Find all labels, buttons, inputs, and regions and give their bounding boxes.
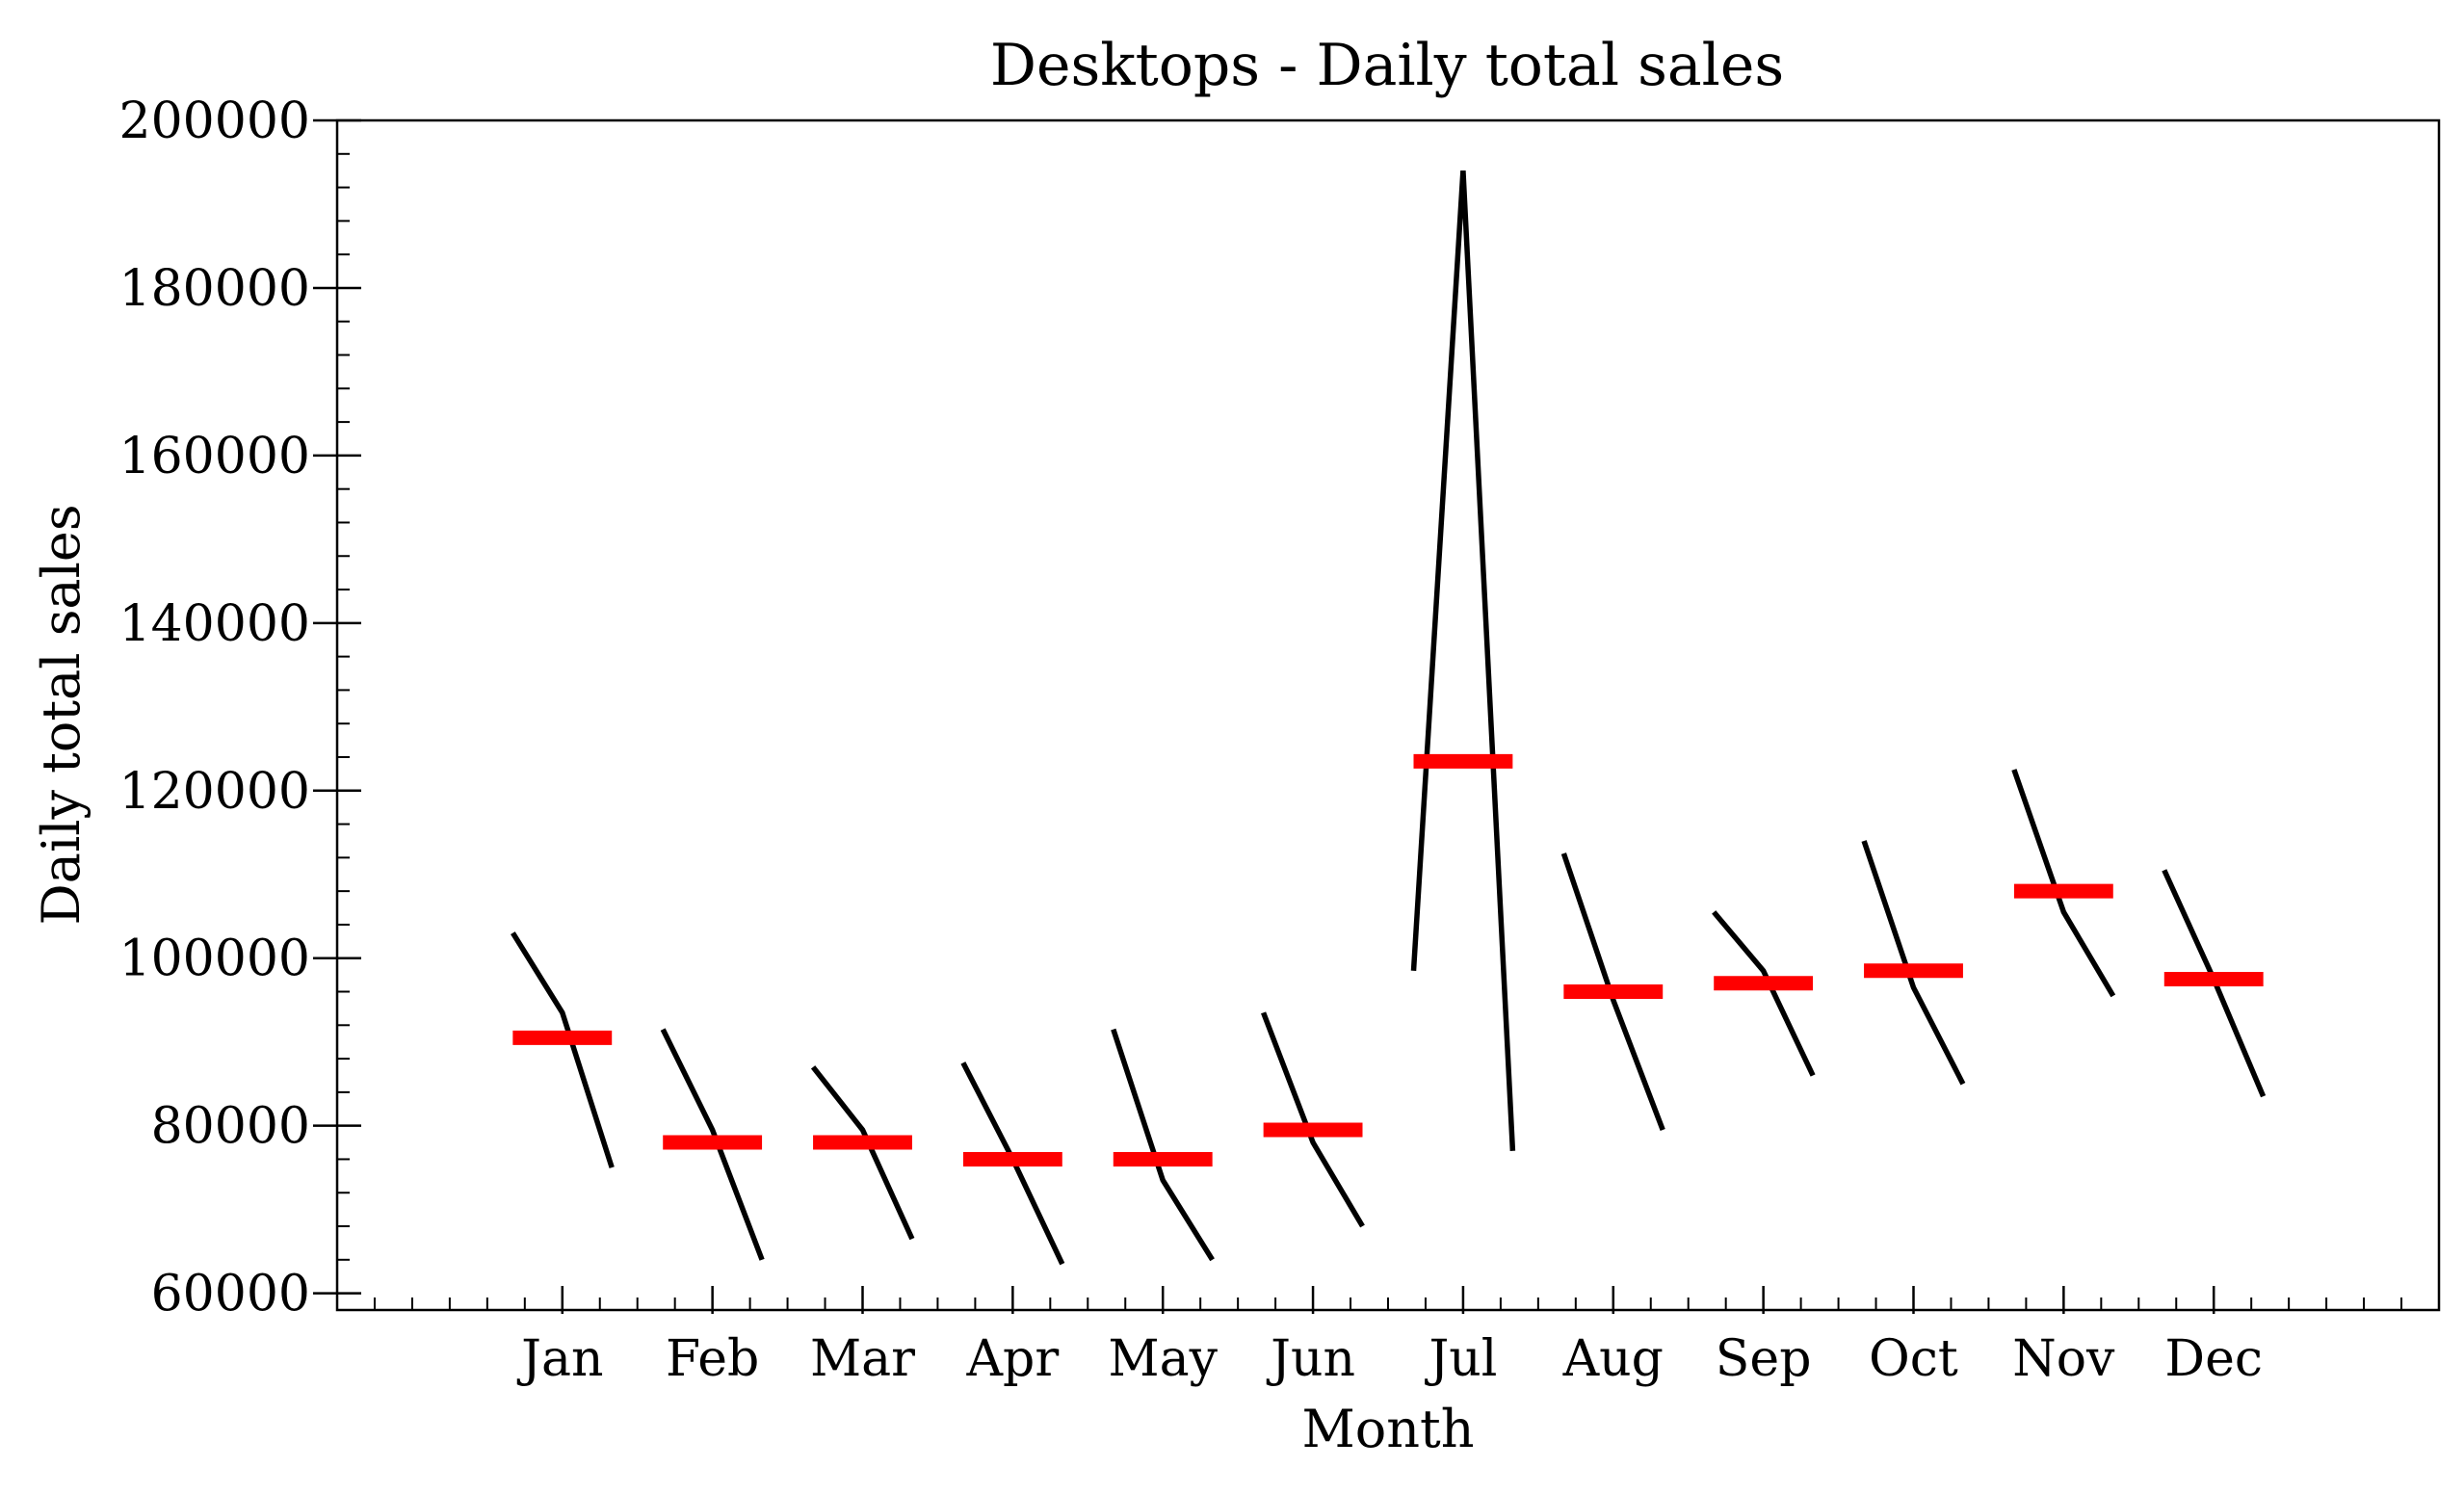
x-tick-label-may: May — [1108, 1330, 1218, 1388]
x-tick-label-apr: Apr — [966, 1330, 1060, 1388]
y-tick-label: 200000 — [118, 92, 310, 150]
x-tick-label-aug: Aug — [1562, 1330, 1664, 1388]
series-line-jan — [511, 931, 615, 1168]
series-line-feb — [660, 1028, 765, 1261]
mean-markers — [512, 753, 2264, 1166]
y-axis-ticks: 60000 80000 100000 120000 140000 160000 180000… — [118, 92, 361, 1324]
series-line-oct — [1861, 840, 1966, 1086]
chart-title: Desktops - Daily total sales — [990, 32, 1784, 99]
series-line-nov — [2011, 769, 2116, 998]
x-tick-label-feb: Feb — [666, 1330, 759, 1388]
series-line-aug — [1560, 852, 1665, 1131]
x-tick-label-jul: Jul — [1424, 1330, 1497, 1388]
x-tick-label-nov: Nov — [2012, 1330, 2115, 1388]
y-tick-label: 120000 — [118, 763, 310, 821]
x-tick-label-dec: Dec — [2164, 1330, 2263, 1388]
series-line-sep — [1712, 910, 1816, 1077]
y-tick-label: 160000 — [118, 428, 310, 485]
x-tick-label-mar: Mar — [810, 1330, 915, 1388]
series-line-may — [1111, 1028, 1215, 1262]
y-tick-label: 140000 — [118, 595, 310, 653]
y-tick-label: 100000 — [118, 930, 310, 988]
x-tick-label-jan: Jan — [516, 1330, 603, 1388]
series-line-mar — [810, 1065, 915, 1241]
y-tick-label: 180000 — [118, 260, 310, 318]
y-tick-label: 80000 — [151, 1098, 310, 1156]
series-line-jul — [1410, 170, 1516, 1151]
x-tick-label-sep: Sep — [1716, 1330, 1812, 1388]
x-tick-label-oct: Oct — [1869, 1330, 1958, 1388]
series-line-jun — [1261, 1011, 1365, 1228]
y-axis-label: Daily total sales — [31, 504, 92, 925]
x-axis-ticks: Jan Feb Mar Apr May Jun Jul Aug Sep Oct Nov Dec — [336, 1286, 2440, 1388]
x-axis-label: Month — [1301, 1399, 1474, 1459]
axes-frame — [335, 118, 2441, 1312]
x-tick-label-jun: Jun — [1266, 1330, 1355, 1388]
y-tick-label: 60000 — [151, 1266, 310, 1324]
